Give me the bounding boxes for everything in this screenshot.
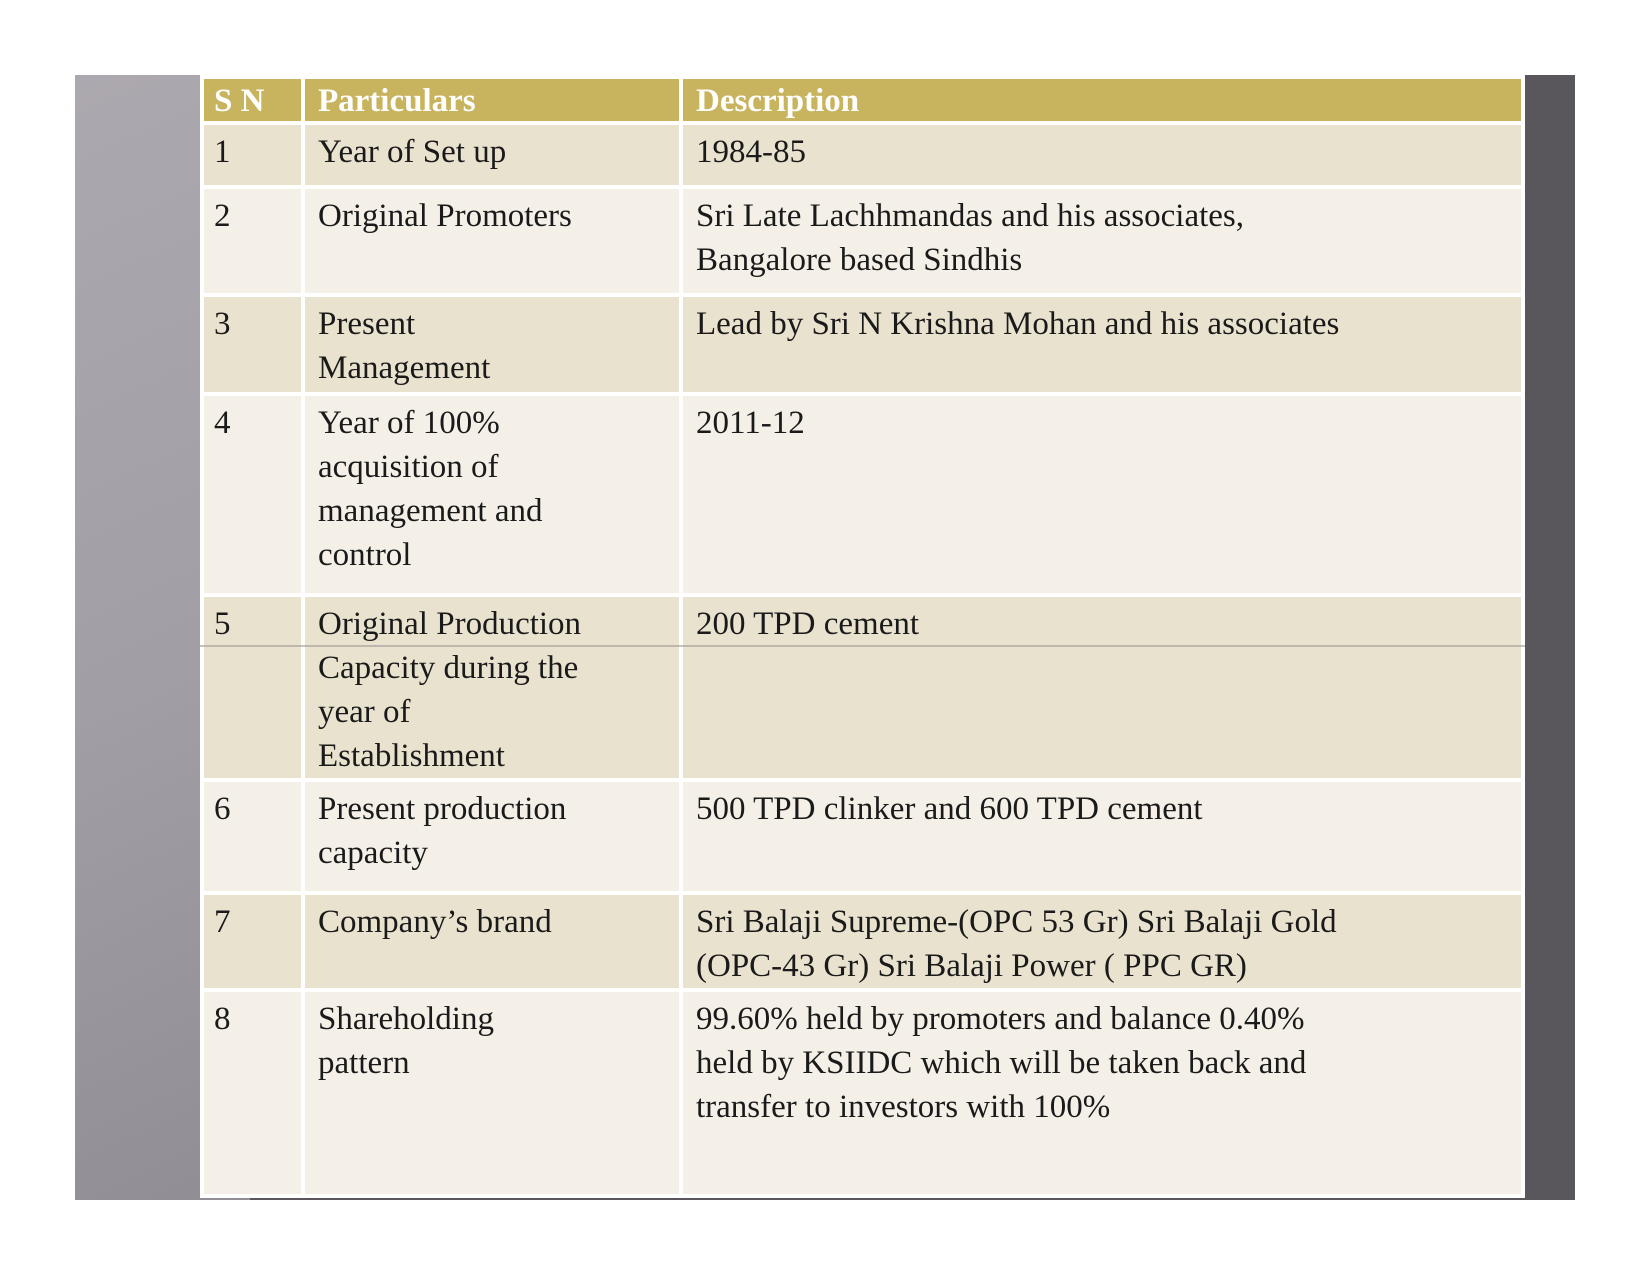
table-row: 6 Present production capacity 500 TPD cl… — [204, 782, 1521, 891]
table-row: 7 Company’s brand Sri Balaji Supreme-(OP… — [204, 895, 1521, 988]
column-header-particulars: Particulars — [305, 79, 679, 121]
sn-cell: 1 — [204, 125, 301, 185]
table-row: 2 Original Promoters Sri Late Lachhmanda… — [204, 189, 1521, 293]
particulars-cell: Original Promoters — [305, 189, 679, 293]
description-cell: 200 TPD cement — [683, 597, 1521, 778]
sn-cell: 5 — [204, 597, 301, 778]
particulars-cell: Shareholding pattern — [305, 992, 679, 1194]
sn-cell: 7 — [204, 895, 301, 988]
description-cell: 99.60% held by promoters and balance 0.4… — [683, 992, 1521, 1194]
particulars-cell: Year of Set up — [305, 125, 679, 185]
table-row: 4 Year of 100% acquisition of management… — [204, 396, 1521, 593]
table-container: S N Particulars Description 1 Year of Se… — [200, 75, 1525, 1198]
description-cell: Sri Balaji Supreme-(OPC 53 Gr) Sri Balaj… — [683, 895, 1521, 988]
particulars-cell: Present production capacity — [305, 782, 679, 891]
particulars-cell: Original Production Capacity during the … — [305, 597, 679, 778]
description-cell: 1984-85 — [683, 125, 1521, 185]
company-profile-table: S N Particulars Description 1 Year of Se… — [200, 75, 1525, 1198]
particulars-cell: Year of 100% acquisition of management a… — [305, 396, 679, 593]
table-row: 8 Shareholding pattern 99.60% held by pr… — [204, 992, 1521, 1194]
sn-cell: 8 — [204, 992, 301, 1194]
sn-cell: 4 — [204, 396, 301, 593]
column-header-description: Description — [683, 79, 1521, 121]
particulars-cell: Present Management — [305, 297, 679, 392]
sn-cell: 3 — [204, 297, 301, 392]
column-header-sn: S N — [204, 79, 301, 121]
table-row: 3 Present Management Lead by Sri N Krish… — [204, 297, 1521, 392]
description-cell: 500 TPD clinker and 600 TPD cement — [683, 782, 1521, 891]
header-row: S N Particulars Description — [204, 79, 1521, 121]
table-row: 5 Original Production Capacity during th… — [204, 597, 1521, 778]
description-cell: 2011-12 — [683, 396, 1521, 593]
description-cell: Sri Late Lachhmandas and his associates,… — [683, 189, 1521, 293]
sn-cell: 2 — [204, 189, 301, 293]
table-row: 1 Year of Set up 1984-85 — [204, 125, 1521, 185]
description-cell: Lead by Sri N Krishna Mohan and his asso… — [683, 297, 1521, 392]
row5-internal-divider — [200, 645, 1525, 647]
particulars-cell: Company’s brand — [305, 895, 679, 988]
sn-cell: 6 — [204, 782, 301, 891]
